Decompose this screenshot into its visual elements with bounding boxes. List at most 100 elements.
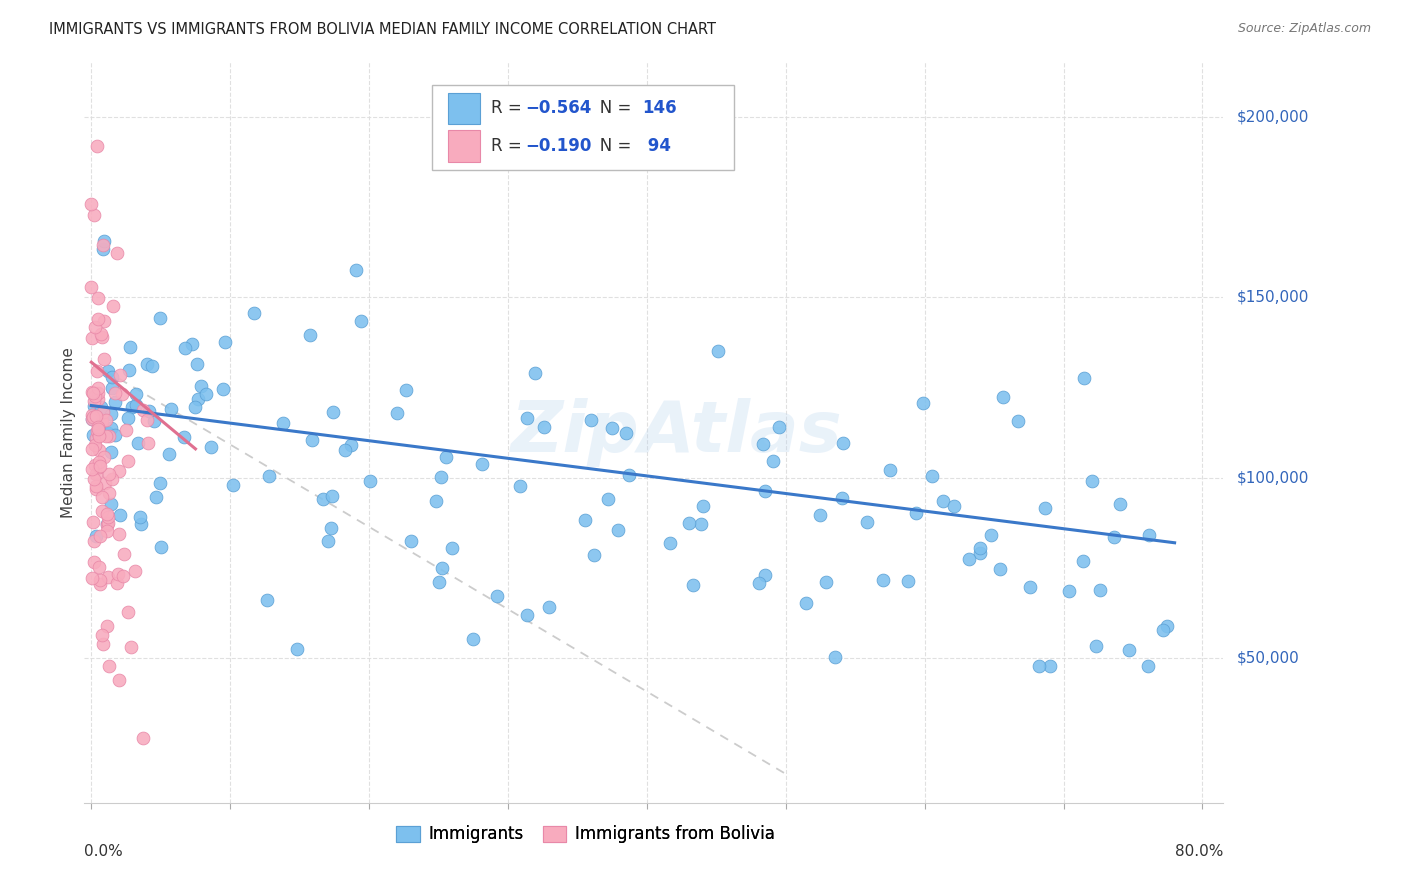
Point [425, 494, 447, 508]
Point [350, 314, 373, 328]
Point [84, 409, 107, 423]
Point [82, 515, 104, 529]
Point [82, 428, 104, 442]
Point [1007, 414, 1029, 428]
Point [904, 506, 927, 520]
Point [173, 430, 195, 444]
Point [84, 458, 107, 473]
Point [87, 381, 110, 395]
Point [108, 527, 131, 541]
Text: $100,000: $100,000 [1237, 470, 1309, 485]
Point [82, 384, 104, 399]
Text: $50,000: $50,000 [1237, 651, 1301, 665]
Point [100, 445, 122, 459]
Point [138, 403, 160, 417]
Bar [447, 93, 479, 124]
Point [91, 330, 114, 344]
Point [186, 357, 208, 371]
Point [614, 425, 637, 440]
Point [120, 640, 142, 654]
Point [93, 450, 115, 464]
Point [87, 422, 110, 436]
Point [97, 467, 120, 482]
Point [184, 401, 207, 415]
Text: ZipAtlas: ZipAtlas [510, 398, 842, 467]
Point [751, 437, 773, 451]
Point [808, 508, 831, 522]
Point [117, 606, 139, 620]
Point [101, 299, 124, 313]
Text: R =: R = [491, 137, 527, 155]
Point [104, 427, 127, 442]
Point [619, 467, 641, 482]
Point [200, 440, 222, 454]
Point [97, 516, 120, 530]
Point [93, 314, 115, 328]
Point [872, 573, 894, 587]
Point [100, 407, 122, 421]
Point [90, 327, 112, 342]
Point [831, 435, 853, 450]
Point [815, 574, 838, 589]
Point [84, 482, 107, 496]
Point [340, 438, 363, 452]
Point [124, 564, 146, 578]
Point [582, 548, 605, 562]
Point [83, 472, 105, 486]
Point [87, 386, 110, 401]
Point [98, 429, 121, 443]
Point [1073, 371, 1095, 385]
Point [427, 575, 450, 590]
Point [98, 485, 121, 500]
Point [97, 658, 120, 673]
FancyBboxPatch shape [432, 85, 734, 169]
Point [359, 474, 381, 488]
Point [344, 263, 367, 277]
Point [86, 364, 108, 378]
Point [107, 464, 129, 478]
Point [174, 341, 197, 355]
Y-axis label: Median Family Income: Median Family Income [60, 347, 76, 518]
Text: N =: N = [585, 137, 637, 155]
Point [187, 392, 209, 407]
Text: −0.564: −0.564 [524, 100, 592, 118]
Point [754, 483, 776, 498]
Point [86, 424, 108, 438]
Point [82, 410, 104, 425]
Point [969, 546, 991, 560]
Point [89, 577, 111, 591]
Point [83, 555, 105, 569]
Point [856, 515, 879, 529]
Point [991, 390, 1014, 404]
Point [301, 433, 323, 447]
Point [82, 442, 104, 457]
Point [89, 559, 111, 574]
Point [879, 463, 901, 477]
Point [104, 386, 127, 401]
Point [111, 386, 134, 401]
Point [83, 389, 105, 403]
Point [108, 368, 131, 382]
Point [581, 413, 603, 427]
Point [214, 334, 236, 349]
Point [516, 410, 538, 425]
Point [90, 504, 112, 518]
Point [692, 499, 714, 513]
Point [84, 319, 107, 334]
Point [537, 599, 560, 614]
Point [96, 619, 118, 633]
Text: R =: R = [491, 100, 527, 118]
Point [831, 491, 853, 505]
Point [658, 536, 681, 550]
Point [108, 508, 131, 522]
Point [322, 405, 344, 419]
Point [1039, 658, 1062, 673]
Text: 0.0%: 0.0% [84, 844, 124, 858]
Point [321, 489, 343, 503]
Point [399, 533, 422, 548]
Point [87, 429, 110, 443]
Text: $200,000: $200,000 [1237, 109, 1309, 124]
Point [124, 398, 146, 412]
Point [515, 608, 537, 623]
Point [93, 242, 115, 256]
